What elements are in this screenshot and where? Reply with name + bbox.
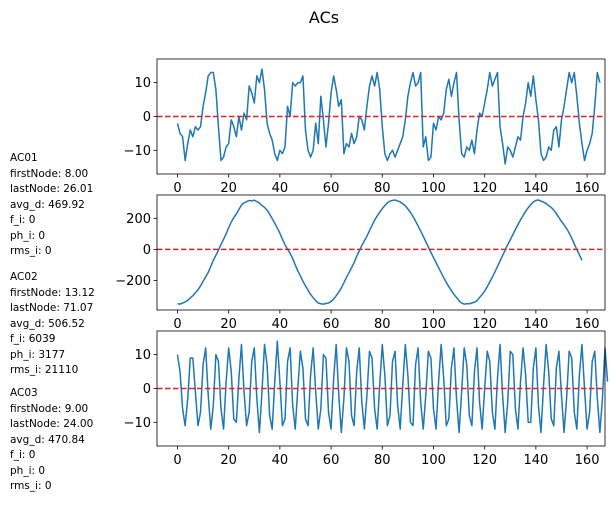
info-line: f_i: 6039 xyxy=(10,333,56,345)
info-line: lastNode: 26.01 xyxy=(10,183,94,195)
info-line: ph_i: 0 xyxy=(10,229,46,242)
info-line: firstNode: 13.12 xyxy=(10,286,95,299)
x-tick-label: 160 xyxy=(575,317,600,332)
y-tick-label: 200 xyxy=(126,212,151,227)
x-tick-label: 160 xyxy=(575,453,600,468)
y-tick-label: 0 xyxy=(143,382,151,397)
series-line xyxy=(177,199,583,305)
x-tick-label: 100 xyxy=(421,317,446,332)
x-tick-label: 120 xyxy=(472,317,497,332)
x-tick-label: 0 xyxy=(173,317,181,332)
x-tick-label: 20 xyxy=(220,453,237,468)
x-tick-label: 100 xyxy=(421,181,446,196)
info-block-title: AC02 xyxy=(10,271,38,283)
x-tick-label: 20 xyxy=(220,181,237,196)
info-block-title: AC01 xyxy=(10,152,38,164)
x-tick-label: 0 xyxy=(173,181,181,196)
info-line: rms_i: 21110 xyxy=(10,364,79,376)
info-block-ac02: AC02 firstNode: 13.12 lastNode: 71.07 av… xyxy=(10,270,95,379)
axes-frame xyxy=(156,194,606,311)
info-line: firstNode: 8.00 xyxy=(10,167,89,180)
info-block-ac03: AC03 firstNode: 9.00 lastNode: 24.00 avg… xyxy=(10,386,93,495)
info-line: f_i: 0 xyxy=(10,214,36,226)
x-tick-label: 120 xyxy=(472,453,497,468)
info-block-ac01: AC01 firstNode: 8.00 lastNode: 26.01 avg… xyxy=(10,151,93,260)
x-tick-label: 40 xyxy=(272,317,289,332)
series-line xyxy=(176,68,601,165)
x-tick-label: 60 xyxy=(323,181,340,196)
x-tick-label: 80 xyxy=(374,453,391,468)
y-tick-label: −10 xyxy=(124,416,151,431)
y-tick-label: 10 xyxy=(134,348,151,363)
x-tick-label: 60 xyxy=(323,317,340,332)
x-tick-label: 40 xyxy=(272,453,289,468)
info-line: lastNode: 71.07 xyxy=(10,302,94,314)
info-line: rms_i: 0 xyxy=(10,480,52,492)
figure-title: ACs xyxy=(308,8,340,27)
y-tick-label: −10 xyxy=(124,144,151,159)
y-tick-label: 0 xyxy=(143,243,151,258)
info-line: rms_i: 0 xyxy=(10,245,52,257)
x-tick-label: 20 xyxy=(220,317,237,332)
x-tick-label: 40 xyxy=(272,181,289,196)
info-line: ph_i: 3177 xyxy=(10,348,66,361)
x-tick-label: 140 xyxy=(523,181,548,196)
series-line xyxy=(176,340,609,434)
info-line: avg_d: 506.52 xyxy=(10,317,85,330)
info-line: avg_d: 470.84 xyxy=(10,433,85,446)
x-tick-label: 120 xyxy=(472,181,497,196)
x-tick-label: 140 xyxy=(523,453,548,468)
x-tick-label: 80 xyxy=(374,317,391,332)
y-tick-label: 0 xyxy=(143,110,151,125)
y-tick-label: −200 xyxy=(115,274,151,289)
x-tick-label: 0 xyxy=(173,453,181,468)
info-line: avg_d: 469.92 xyxy=(10,198,85,211)
y-tick-label: 10 xyxy=(134,76,151,91)
info-line: f_i: 0 xyxy=(10,449,36,461)
chart-2: 0 20 40 60 80 100 120 140 160 200 0 −200 xyxy=(115,194,606,332)
x-tick-label: 100 xyxy=(421,453,446,468)
info-line: firstNode: 9.00 xyxy=(10,402,89,415)
info-line: ph_i: 0 xyxy=(10,464,46,477)
x-tick-label: 140 xyxy=(523,317,548,332)
x-tick-label: 80 xyxy=(374,181,391,196)
x-tick-label: 160 xyxy=(575,181,600,196)
info-block-title: AC03 xyxy=(10,387,38,399)
x-tick-label: 60 xyxy=(323,453,340,468)
info-line: lastNode: 24.00 xyxy=(10,418,94,430)
